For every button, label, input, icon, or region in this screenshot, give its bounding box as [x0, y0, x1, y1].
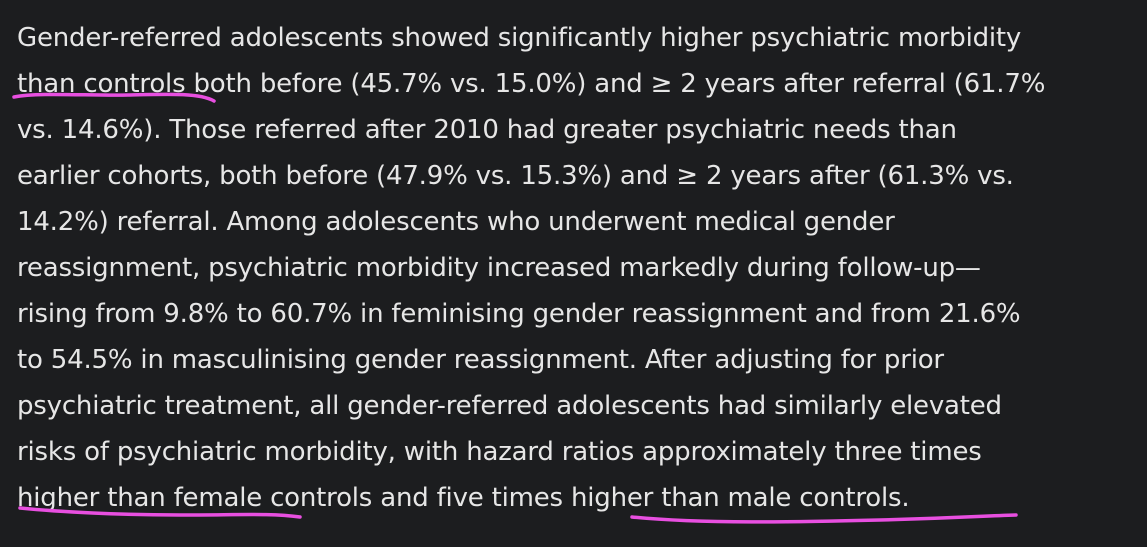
highlight-underline — [18, 506, 302, 519]
text-line: to 54.5% in masculinising gender reassig… — [17, 345, 944, 375]
highlight-underline — [12, 92, 216, 103]
text-line: earlier cohorts, both before (47.9% vs. … — [17, 161, 1014, 191]
text-line: psychiatric treatment, all gender-referr… — [17, 391, 1002, 421]
text-line: 14.2%) referral. Among adolescents who u… — [17, 207, 895, 237]
text-line: vs. 14.6%). Those referred after 2010 ha… — [17, 115, 957, 145]
text-line: risks of psychiatric morbidity, with haz… — [17, 437, 982, 467]
text-line: reassignment, psychiatric morbidity incr… — [17, 253, 981, 283]
text-line: Gender-referred adolescents showed signi… — [17, 23, 1022, 53]
text-line: rising from 9.8% to 60.7% in feminising … — [17, 299, 1021, 329]
text-line: higher than female controls and five tim… — [17, 483, 910, 513]
highlight-underline — [630, 513, 1018, 524]
paragraph: Gender-referred adolescents showed signi… — [17, 15, 1045, 521]
